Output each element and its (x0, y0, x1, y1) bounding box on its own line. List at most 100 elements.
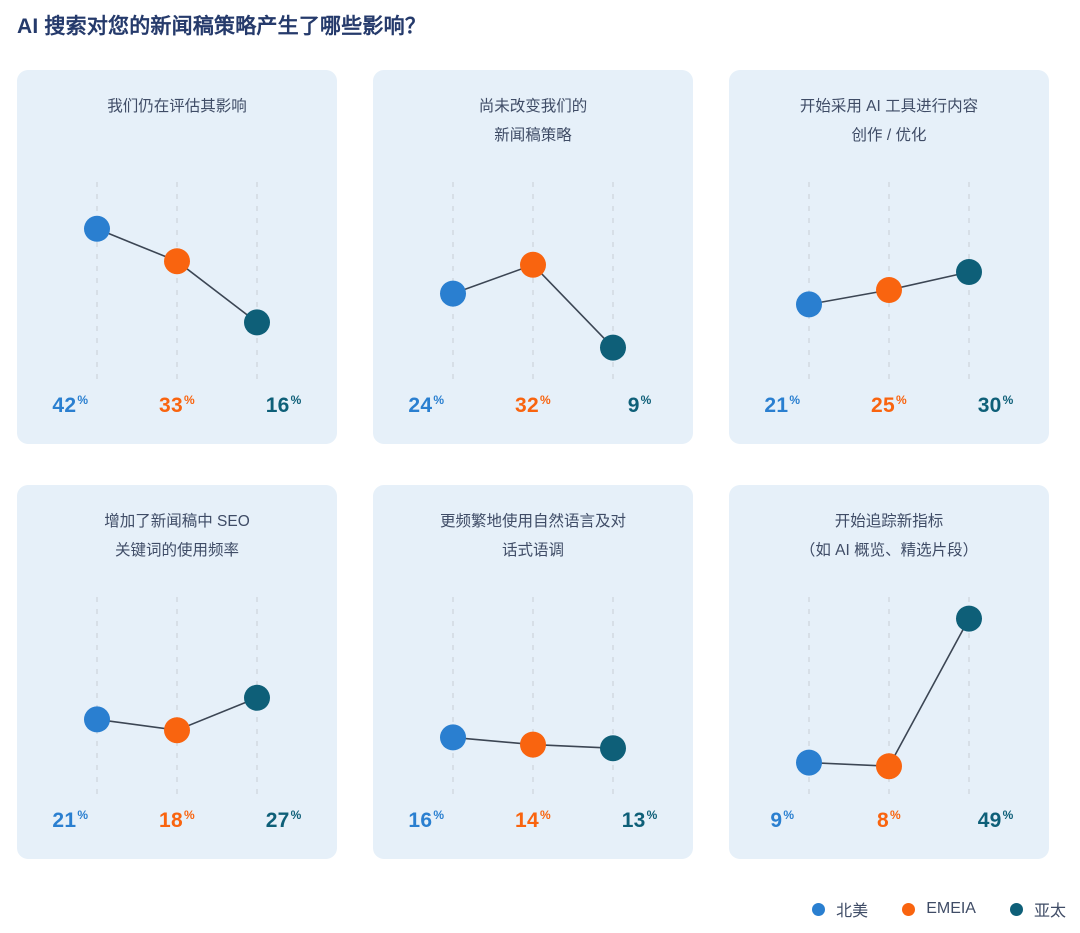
data-point-apac[interactable] (244, 684, 270, 711)
data-point-apac[interactable] (600, 334, 626, 361)
legend-dot-apac (1009, 902, 1023, 916)
data-point-emeia[interactable] (520, 731, 546, 758)
card-title-line: 话式语调 (501, 542, 564, 559)
percent-sign: % (640, 393, 652, 407)
legend-dot-emeia (902, 902, 916, 916)
percent-sign: % (184, 808, 195, 822)
card-title-line: 创作 / 优化 (851, 127, 927, 144)
data-point-north-america[interactable] (84, 215, 110, 242)
data-point-emeia[interactable] (876, 277, 902, 303)
chart-card: 开始追踪新指标 （如 AI 概览、精选片段） 9% 8% 49% (729, 485, 1049, 859)
value-number: 18 (159, 809, 183, 832)
value-label-north-america: 9% (729, 809, 836, 831)
value-number: 21 (764, 394, 789, 417)
data-point-north-america[interactable] (84, 706, 110, 733)
value-number: 25 (871, 394, 895, 417)
value-label-apac: 30% (942, 394, 1049, 416)
value-number: 21 (52, 809, 77, 832)
value-number: 33 (159, 394, 183, 417)
connector-line (452, 736, 614, 749)
chart-card: 开始采用 AI 工具进行内容 创作 / 优化 21% 25% 30% (729, 70, 1049, 444)
data-point-apac[interactable] (600, 735, 626, 762)
chart-card: 更频繁地使用自然语言及对 话式语调 16% 14% 13% (373, 485, 693, 859)
value-number: 24 (408, 394, 433, 417)
percent-sign: % (77, 393, 89, 407)
connector-line (96, 697, 258, 732)
percent-sign: % (896, 393, 907, 407)
percent-sign: % (433, 808, 445, 822)
legend-label: EMEIA (926, 900, 976, 917)
card-title: 更频繁地使用自然语言及对 话式语调 (391, 507, 675, 565)
value-number: 16 (408, 809, 433, 832)
value-label-emeia: 25% (836, 394, 943, 416)
percent-sign: % (540, 393, 551, 407)
value-label-apac: 13% (586, 809, 693, 831)
value-label-row: 21% 25% 30% (729, 386, 1049, 416)
chart-card: 尚未改变我们的 新闻稿策略 24% 32% 9% (373, 70, 693, 444)
value-label-north-america: 24% (373, 394, 480, 416)
value-label-emeia: 14% (480, 809, 587, 831)
percent-sign: % (433, 393, 445, 407)
value-number: 42 (52, 394, 77, 417)
data-point-emeia[interactable] (520, 251, 546, 278)
data-point-emeia[interactable] (164, 717, 190, 744)
percent-sign: % (1002, 393, 1014, 407)
connector-line (96, 228, 258, 324)
card-title-line: 更频繁地使用自然语言及对 (439, 513, 626, 530)
value-number: 32 (515, 394, 539, 417)
card-title-line: 我们仍在评估其影响 (107, 98, 247, 115)
value-label-apac: 49% (942, 809, 1049, 831)
value-number: 9 (627, 394, 640, 417)
data-point-apac[interactable] (956, 259, 982, 285)
chart-legend: 北美 EMEIA 亚太 (812, 897, 1066, 921)
value-number: 8 (877, 809, 889, 832)
data-point-apac[interactable] (244, 309, 270, 336)
value-label-emeia: 33% (124, 394, 231, 416)
value-number: 16 (265, 394, 290, 417)
card-title: 开始追踪新指标 （如 AI 概览、精选片段） (747, 507, 1031, 565)
card-title: 增加了新闻稿中 SEO 关键词的使用频率 (35, 507, 319, 565)
panel-grid: 我们仍在评估其影响 42% 33% 16% 尚未改变我们的 新闻稿策略 24% 32% 9% 开始… (17, 70, 1063, 859)
value-label-apac: 16% (230, 394, 337, 416)
data-point-north-america[interactable] (440, 724, 466, 751)
percent-sign: % (1002, 808, 1014, 822)
chart-card: 我们仍在评估其影响 42% 33% 16% (17, 70, 337, 444)
value-label-emeia: 8% (836, 809, 943, 831)
chart-card: 增加了新闻稿中 SEO 关键词的使用频率 21% 18% 27% (17, 485, 337, 859)
percent-sign: % (783, 808, 795, 822)
value-number: 14 (515, 809, 539, 832)
value-label-emeia: 18% (124, 809, 231, 831)
percent-sign: % (290, 808, 302, 822)
card-title-line: 尚未改变我们的 (478, 98, 588, 115)
value-number: 30 (977, 394, 1002, 417)
connector-line (808, 271, 970, 306)
legend-item-north-america[interactable]: 北美 (812, 897, 868, 921)
legend-label: 北美 (836, 903, 869, 920)
data-point-north-america[interactable] (796, 749, 822, 776)
card-title: 我们仍在评估其影响 (35, 92, 319, 121)
legend-item-emeia[interactable]: EMEIA (902, 900, 976, 918)
percent-sign: % (890, 808, 901, 822)
connector-line (452, 263, 614, 349)
value-label-row: 42% 33% 16% (17, 386, 337, 416)
value-label-north-america: 21% (729, 394, 836, 416)
value-number: 49 (977, 809, 1002, 832)
value-label-apac: 9% (586, 394, 693, 416)
percent-sign: % (77, 808, 89, 822)
percent-sign: % (290, 393, 302, 407)
data-point-apac[interactable] (956, 605, 982, 632)
data-point-emeia[interactable] (164, 248, 190, 275)
legend-item-apac[interactable]: 亚太 (1009, 897, 1066, 921)
percent-sign: % (646, 808, 658, 822)
legend-label: 亚太 (1033, 903, 1066, 920)
data-point-emeia[interactable] (876, 753, 902, 780)
data-point-north-america[interactable] (796, 291, 822, 318)
percent-sign: % (540, 808, 551, 822)
value-label-apac: 27% (230, 809, 337, 831)
connector-line (808, 618, 970, 768)
value-number: 9 (770, 809, 783, 832)
data-point-north-america[interactable] (440, 280, 466, 307)
value-label-row: 21% 18% 27% (17, 801, 337, 831)
card-title: 尚未改变我们的 新闻稿策略 (391, 92, 675, 150)
